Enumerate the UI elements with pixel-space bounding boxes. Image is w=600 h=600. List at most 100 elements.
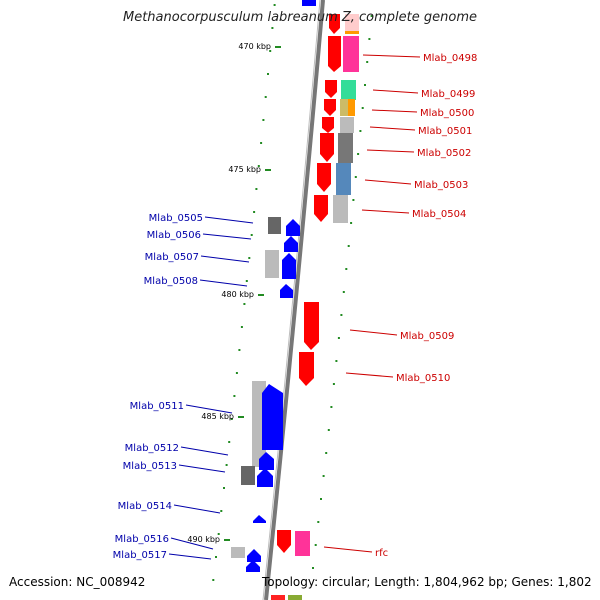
leader-line xyxy=(323,546,373,553)
ruler-dot xyxy=(225,464,228,466)
leader-line xyxy=(170,537,214,550)
gene-label[interactable]: Mlab_0517 xyxy=(113,550,167,561)
gene-label[interactable]: Mlab_0498 xyxy=(423,53,477,64)
outer-dot xyxy=(327,429,330,431)
outer-dot xyxy=(364,84,366,86)
ruler-tick xyxy=(275,46,281,48)
outer-dot xyxy=(322,475,325,477)
ruler-dot xyxy=(228,441,231,443)
topology-text: Topology: circular; Length: 1,804,962 bp… xyxy=(262,575,592,589)
reverse-genes xyxy=(246,0,316,572)
leader-line xyxy=(362,54,421,58)
ruler-dot xyxy=(235,372,238,374)
outer-dot xyxy=(340,314,343,316)
gene-label[interactable]: Mlab_0507 xyxy=(145,252,199,263)
leader-line xyxy=(185,404,233,414)
leader-line xyxy=(200,255,250,263)
gene-label[interactable]: Mlab_0509 xyxy=(400,331,454,342)
forward-gene-labels: Mlab_0498 Mlab_0499 Mlab_0500 Mlab_0501 Mlab… xyxy=(375,53,477,559)
ruler-dots xyxy=(212,4,373,581)
gene-label[interactable]: Mlab_0511 xyxy=(130,401,184,412)
leader-line xyxy=(168,553,212,560)
outer-dot xyxy=(342,291,345,293)
ruler-dot xyxy=(248,257,251,259)
gene-label[interactable]: Mlab_0510 xyxy=(396,373,450,384)
ruler-dot xyxy=(233,395,236,397)
gene-label[interactable]: Mlab_0504 xyxy=(412,209,466,220)
outer-dot xyxy=(337,337,340,339)
leader-line xyxy=(349,329,398,336)
outer-dot xyxy=(347,245,350,247)
leader-line xyxy=(202,233,252,240)
ruler-dot xyxy=(273,4,276,6)
leader-line xyxy=(173,504,221,514)
outer-dot xyxy=(345,268,348,270)
gene-label[interactable]: Mlab_0508 xyxy=(144,276,198,287)
genome-backbone xyxy=(264,0,325,600)
gene-label[interactable]: Mlab_0500 xyxy=(420,108,474,119)
genome-backbone-highlight xyxy=(262,0,321,600)
gene-label[interactable]: Mlab_0499 xyxy=(421,89,475,100)
accession-text: Accession: NC_008942 xyxy=(9,575,146,589)
leader-line xyxy=(369,126,416,131)
left-leader-lines xyxy=(168,216,254,560)
outer-dot xyxy=(366,61,369,63)
outer-dot xyxy=(357,153,360,155)
forward-genes xyxy=(277,14,341,553)
outer-dot xyxy=(335,360,338,362)
gene-label[interactable]: Mlab_0514 xyxy=(118,501,172,512)
outer-dot xyxy=(332,383,335,385)
outer-dot xyxy=(350,222,353,224)
outer-dot xyxy=(361,107,364,109)
gene-label[interactable]: rfc xyxy=(375,548,388,559)
ruler-label: 475 kbp xyxy=(228,165,261,174)
gene-label[interactable]: Mlab_0501 xyxy=(418,126,472,137)
ruler-dot xyxy=(215,556,217,558)
map-title: Methanocorpusculum labreanum Z, complete… xyxy=(123,10,477,25)
leader-line xyxy=(372,89,419,94)
gene-label[interactable]: Mlab_0506 xyxy=(147,230,201,241)
ruler-label: 485 kbp xyxy=(201,412,234,421)
ruler-dot xyxy=(223,487,225,489)
outer-dot xyxy=(330,406,333,408)
ruler-tick xyxy=(238,416,244,418)
ruler-dot xyxy=(212,579,215,581)
ruler-dot xyxy=(255,188,258,190)
ruler-dot xyxy=(267,73,269,75)
gene-label[interactable]: Mlab_0503 xyxy=(414,180,468,191)
gene-label[interactable]: Mlab_0505 xyxy=(149,213,203,224)
ruler-tick xyxy=(258,294,264,296)
outer-dot xyxy=(317,521,320,523)
reverse-gene-labels: Mlab_0505 Mlab_0506 Mlab_0507 Mlab_0508 Mlab… xyxy=(113,213,203,561)
gene-label[interactable]: Mlab_0502 xyxy=(417,148,471,159)
outer-dot xyxy=(314,544,317,546)
ruler-label: 480 kbp xyxy=(221,290,254,299)
leader-line xyxy=(366,149,415,153)
ruler-dot xyxy=(243,303,246,305)
leader-line xyxy=(178,464,226,473)
ruler-dot xyxy=(264,96,267,98)
leader-line xyxy=(199,279,248,287)
right-leader-lines xyxy=(323,54,421,553)
ruler-dot xyxy=(240,326,243,328)
gene-label[interactable]: Mlab_0512 xyxy=(125,443,179,454)
gene-label[interactable]: Mlab_0516 xyxy=(115,534,169,545)
leader-line xyxy=(345,372,394,378)
outer-dot xyxy=(359,130,362,132)
ruler-dot xyxy=(217,533,220,535)
ruler-dot xyxy=(271,27,274,29)
ruler-dot xyxy=(262,119,265,121)
outer-dot xyxy=(370,15,373,17)
ruler-dot xyxy=(257,165,260,167)
outer-dot xyxy=(312,567,314,569)
ruler-labels: 470 kbp 475 kbp 480 kbp 485 kbp 490 kbp xyxy=(187,42,281,544)
leader-line xyxy=(180,446,229,456)
ruler-dot xyxy=(250,234,253,236)
ruler-dot xyxy=(245,280,248,282)
ruler-tick xyxy=(265,169,271,171)
ruler-dot xyxy=(269,50,272,52)
ruler-dot xyxy=(260,142,263,144)
ruler-label: 490 kbp xyxy=(187,535,220,544)
gene-label[interactable]: Mlab_0513 xyxy=(123,461,177,472)
